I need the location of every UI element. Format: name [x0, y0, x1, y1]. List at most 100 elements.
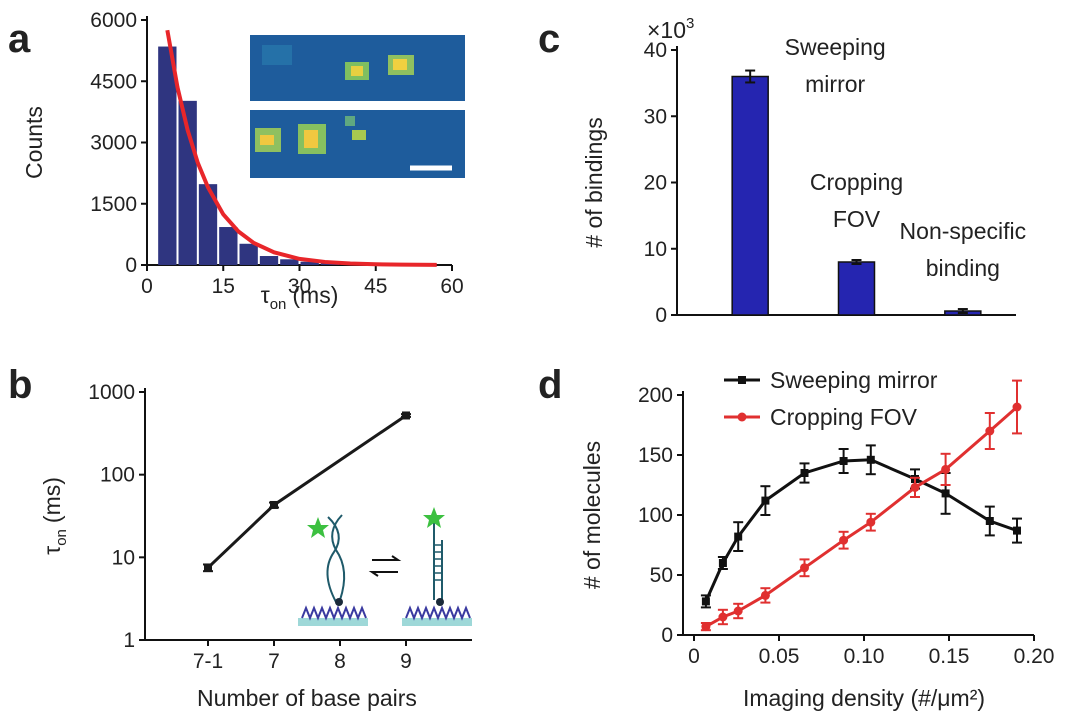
- y-tick-label: 20: [644, 172, 667, 195]
- histogram-bar: [198, 184, 218, 265]
- x-tick-label: 15: [212, 275, 235, 298]
- legend-marker: [737, 412, 747, 422]
- y-label-text: Counts: [21, 106, 47, 179]
- x-tick-label: 8: [334, 650, 346, 673]
- y-label-text: # of molecules: [579, 441, 605, 589]
- y-tick-label: 0: [661, 624, 673, 647]
- x-label-text: τ: [261, 282, 270, 308]
- y-axis-label: Counts: [21, 106, 47, 179]
- y-tick-label: 4500: [90, 70, 137, 93]
- error-bar: [745, 69, 756, 84]
- y-tick-label: 100: [100, 464, 135, 487]
- marker: [866, 517, 876, 527]
- category-label: Cropping: [810, 169, 903, 195]
- marker: [718, 612, 728, 622]
- bar: [837, 261, 876, 316]
- marker: [402, 411, 410, 420]
- panel-label: b: [8, 363, 32, 407]
- panel-label: c: [538, 17, 560, 61]
- y-label-unit: (ms): [39, 477, 65, 523]
- x-label-text: Number of base pairs: [197, 685, 417, 711]
- x-tick-label: 7-1: [193, 650, 223, 673]
- histogram-bar: [259, 256, 279, 265]
- x-label-text: Imaging density (#/μm²): [743, 685, 985, 711]
- category-label: binding: [926, 255, 1000, 281]
- series-line: [206, 414, 407, 569]
- x-tick-label: 0.05: [759, 645, 800, 668]
- legend-marker: [738, 376, 746, 384]
- marker: [204, 563, 212, 572]
- x-tick-label: 45: [364, 275, 387, 298]
- y-tick-label: 200: [638, 384, 673, 407]
- marker: [839, 535, 849, 545]
- y-tick-label: 30: [644, 105, 667, 128]
- marker: [800, 563, 809, 573]
- y-label-text: τ: [39, 546, 65, 555]
- legend-label: Sweeping mirror: [770, 367, 938, 393]
- category-label: FOV: [833, 206, 881, 232]
- y-tick-label: 40: [644, 39, 667, 62]
- series-line: [704, 458, 1018, 603]
- marker: [1012, 402, 1022, 412]
- marker: [733, 606, 743, 616]
- error-bar: [957, 308, 968, 315]
- marker: [866, 455, 875, 464]
- category-label: mirror: [805, 71, 865, 97]
- y-tick-label: 3000: [90, 132, 137, 155]
- marker: [985, 426, 995, 436]
- inset-schematic: [298, 507, 472, 626]
- x-label-unit: (ms): [292, 282, 338, 308]
- y-tick-label: 1500: [90, 193, 137, 216]
- x-tick-label: 30: [288, 275, 311, 298]
- y-tick-label: 0: [655, 304, 667, 327]
- y-tick-label: 100: [638, 504, 673, 527]
- y-tick-label: 1000: [88, 381, 135, 404]
- marker: [800, 469, 809, 477]
- bar: [731, 75, 769, 316]
- fit-curve: [165, 29, 437, 267]
- multiplier-base: ×10: [647, 17, 686, 43]
- x-tick-label: 0: [688, 645, 700, 668]
- histogram-bar: [239, 243, 258, 265]
- marker: [839, 457, 848, 465]
- histogram-bar: [158, 46, 177, 265]
- x-tick-label: 0.10: [844, 645, 885, 668]
- marker: [701, 597, 710, 606]
- histogram-bar: [219, 227, 238, 265]
- y-label-sub: on: [53, 529, 70, 546]
- panel-label: a: [8, 17, 31, 61]
- marker: [718, 559, 727, 567]
- y-axis-label: # of molecules: [579, 441, 605, 589]
- x-axis-label: Number of base pairs: [197, 685, 417, 711]
- x-axis-label: τon (ms): [261, 282, 339, 313]
- marker: [734, 532, 743, 541]
- x-tick-label: 0.20: [1014, 645, 1055, 668]
- legend-label: Cropping FOV: [770, 404, 918, 430]
- panel-label: d: [538, 363, 562, 407]
- x-label-sub: on: [270, 296, 287, 313]
- inset-image: [250, 35, 465, 178]
- y-axis-label: τon (ms): [39, 477, 70, 555]
- x-tick-label: 0.15: [929, 645, 970, 668]
- marker: [701, 622, 711, 632]
- x-tick-label: 60: [440, 275, 463, 298]
- marker: [761, 496, 770, 505]
- y-tick-label: 6000: [90, 9, 137, 32]
- x-tick-label: 9: [400, 650, 412, 673]
- marker: [270, 500, 278, 509]
- x-axis-label: Imaging density (#/μm²): [743, 685, 985, 711]
- y-tick-label: 10: [112, 546, 135, 569]
- y-tick-label: 1: [123, 629, 135, 652]
- marker: [941, 489, 950, 498]
- y-tick-label: 0: [125, 254, 137, 277]
- multiplier-exp: 3: [686, 15, 694, 32]
- marker: [941, 464, 951, 474]
- y-tick-label: 150: [638, 444, 673, 467]
- y-label-text: # of bindings: [581, 117, 607, 247]
- marker: [1013, 526, 1021, 535]
- category-label: Sweeping: [785, 34, 886, 60]
- y-axis-label: # of bindings: [581, 117, 607, 247]
- y-tick-label: 10: [644, 238, 667, 261]
- x-tick-label: 7: [268, 650, 280, 673]
